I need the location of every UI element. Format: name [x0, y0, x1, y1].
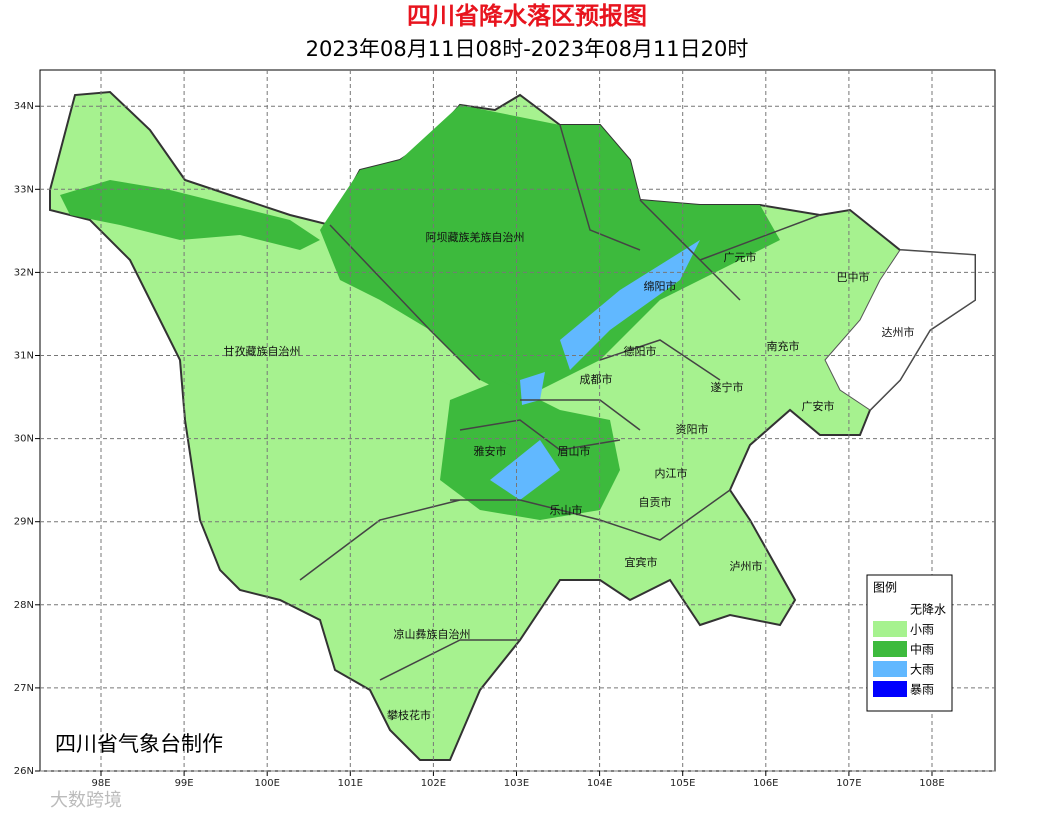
region-label: 广元市 [724, 250, 757, 264]
no-rain-area [824, 249, 976, 411]
lon-tick-label: 104E [587, 778, 612, 789]
region-label: 自贡市 [639, 495, 672, 509]
region-label: 泸州市 [730, 559, 763, 573]
legend-label: 暴雨 [910, 683, 934, 697]
lon-tick-label: 105E [670, 778, 695, 789]
legend-label: 小雨 [910, 623, 934, 637]
lat-tick-label: 31N [14, 351, 34, 362]
legend-label: 无降水 [910, 603, 946, 617]
region-label: 乐山市 [550, 503, 583, 517]
legend-label: 大雨 [910, 663, 934, 677]
lon-tick-label: 99E [175, 778, 194, 789]
lat-tick-label: 33N [14, 184, 34, 195]
region-label: 内江市 [655, 466, 688, 480]
lon-tick-label: 108E [919, 778, 944, 789]
lat-tick-label: 30N [14, 434, 34, 445]
lat-tick-label: 26N [14, 766, 34, 777]
region-label: 达州市 [882, 325, 915, 339]
lat-tick-label: 29N [14, 517, 34, 528]
moderate-rain-area [60, 180, 320, 250]
legend-label: 中雨 [910, 642, 934, 657]
lon-tick-label: 100E [254, 778, 279, 789]
legend-swatch [873, 641, 907, 657]
lon-tick-label: 102E [421, 778, 446, 789]
lat-tick-label: 28N [14, 600, 34, 611]
region-label: 资阳市 [676, 422, 709, 436]
lon-tick-label: 103E [504, 778, 529, 789]
lon-tick-label: 101E [338, 778, 363, 789]
heavy-rain-area [520, 372, 545, 405]
region-label: 遂宁市 [711, 380, 744, 394]
region-label: 成都市 [580, 372, 613, 386]
title: 四川省降水落区预报图 [407, 2, 647, 30]
lat-tick-label: 27N [14, 683, 34, 694]
legend-swatch [873, 681, 907, 697]
region-label: 南充市 [767, 339, 800, 353]
region-label: 绵阳市 [644, 279, 677, 293]
legend-swatch [873, 601, 907, 617]
region-label: 雅安市 [474, 444, 507, 458]
subtitle: 2023年08月11日08时-2023年08月11日20时 [306, 37, 749, 61]
region-label: 凉山彝族自治州 [394, 627, 471, 641]
region-label: 阿坝藏族羌族自治州 [426, 230, 525, 244]
region-label: 广安市 [802, 399, 835, 413]
region-label: 甘孜藏族自治州 [224, 344, 301, 358]
lat-tick-label: 32N [14, 267, 34, 278]
heavy-rain-area [490, 440, 560, 500]
province-map [49, 90, 976, 761]
region-label: 眉山市 [558, 444, 591, 458]
region-label: 攀枝花市 [387, 708, 431, 722]
lat-tick-label: 34N [14, 101, 34, 112]
grid [35, 70, 995, 776]
footer: 四川省气象台制作 [55, 732, 223, 756]
labels: 98E 99E 100E 101E 102E 103E 104E 105E 106E 107E 10… [14, 101, 945, 789]
lon-tick-label: 106E [753, 778, 778, 789]
region-label: 宜宾市 [625, 555, 658, 569]
moderate-rain-area [320, 105, 780, 400]
lon-tick-label: 98E [91, 778, 110, 789]
region-label: 巴中市 [837, 270, 870, 284]
watermark: 大数跨境 [50, 790, 122, 811]
region-label: 德阳市 [624, 344, 657, 358]
legend-swatch [873, 621, 907, 637]
lon-tick-label: 107E [836, 778, 861, 789]
legend-title: 图例 [873, 581, 897, 595]
legend-swatch [873, 661, 907, 677]
